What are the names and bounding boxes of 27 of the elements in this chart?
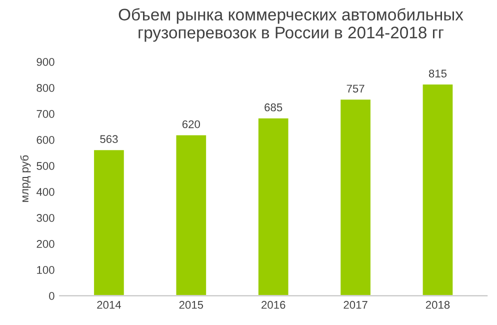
- data-label: 757: [346, 84, 364, 93]
- bar: [421, 83, 454, 296]
- y-tick-label: 400: [36, 188, 54, 196]
- chart-title: Объем рынка коммерческих автомобильных грузоперевозок в России в 2014-2018 гг: [118, 8, 464, 42]
- x-tick-label: 2014: [97, 300, 121, 309]
- data-label: 685: [264, 103, 282, 112]
- data-label: 815: [428, 70, 447, 78]
- y-tick-label: 100: [37, 266, 54, 274]
- y-tick-label: 500: [36, 162, 54, 170]
- y-tick-label: 800: [36, 84, 54, 92]
- bar: [257, 116, 290, 296]
- x-tick-label: 2015: [179, 300, 204, 309]
- y-tick-label: 700: [36, 110, 54, 118]
- y-tick-label: 900: [36, 58, 54, 66]
- data-label: 620: [182, 120, 200, 128]
- y-tick-label: 300: [36, 214, 54, 222]
- x-tick-label: 2017: [344, 300, 368, 309]
- y-tick-label: 200: [36, 240, 54, 248]
- x-tick-label: 2016: [262, 300, 286, 309]
- y-axis-title: млрд руб: [20, 155, 31, 202]
- y-tick-label: 0: [49, 292, 54, 300]
- x-tick-label: 2018: [426, 300, 450, 309]
- y-tick-label: 600: [36, 136, 54, 144]
- data-label: 563: [100, 135, 118, 144]
- bar: [174, 134, 208, 296]
- bar: [339, 98, 372, 296]
- bar: [92, 148, 126, 296]
